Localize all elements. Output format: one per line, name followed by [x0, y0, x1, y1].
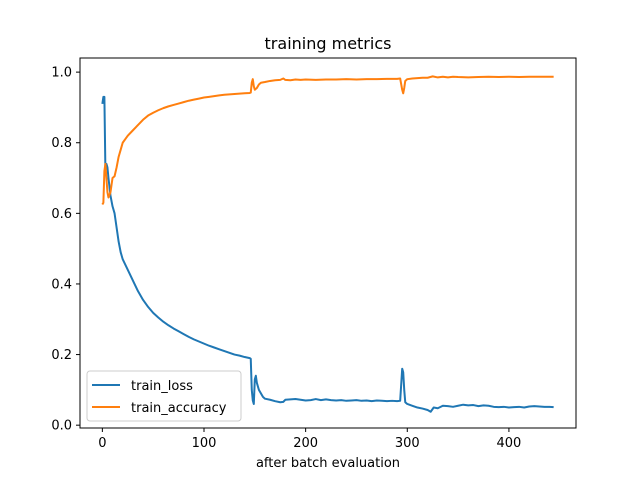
x-tick-label: 200: [293, 436, 318, 451]
y-tick-label: 0.0: [51, 419, 72, 434]
x-axis: 0 100 200 300 400: [98, 428, 521, 451]
chart-title: training metrics: [265, 34, 392, 53]
legend-label-train-accuracy: train_accuracy: [131, 401, 227, 416]
legend-label-train-loss: train_loss: [131, 379, 193, 394]
legend: train_loss train_accuracy: [86, 370, 242, 422]
series-line-train-accuracy: [101, 75, 554, 206]
legend-box: [86, 370, 242, 422]
y-tick-label: 0.6: [51, 207, 72, 222]
y-tick-label: 0.4: [51, 277, 72, 292]
y-tick-label: 1.0: [51, 66, 72, 81]
series-layer: [101, 75, 554, 413]
x-tick-label: 100: [192, 436, 217, 451]
series-line-train-loss: [101, 95, 554, 413]
plot-frame: [79, 57, 577, 429]
x-tick-label: 400: [497, 436, 522, 451]
x-tick-label: 300: [395, 436, 420, 451]
plot-area: [79, 57, 577, 429]
y-axis: 0.0 0.2 0.4 0.6 0.8 1.0: [51, 66, 80, 434]
x-tick-label: 0: [98, 436, 106, 451]
y-tick-label: 0.8: [51, 136, 72, 151]
x-axis-label: after batch evaluation: [256, 456, 400, 471]
y-tick-label: 0.2: [51, 348, 72, 363]
